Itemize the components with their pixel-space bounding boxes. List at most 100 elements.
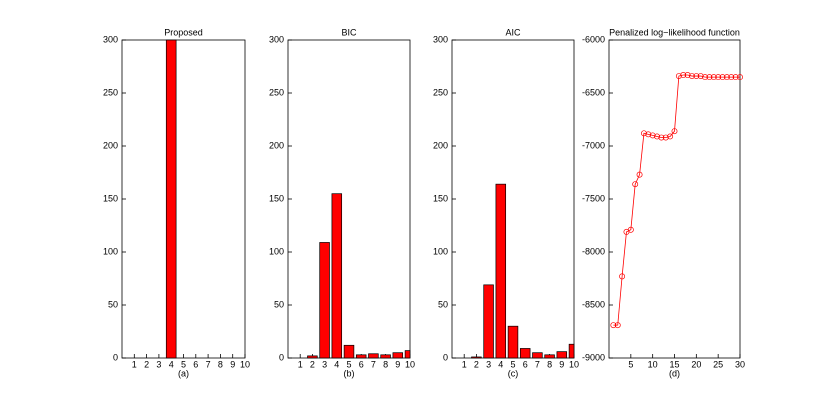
x-tick-label: 3 xyxy=(156,359,161,369)
bar xyxy=(307,355,318,359)
x-tick-label: 2 xyxy=(474,359,479,369)
y-tick-label: 50 xyxy=(274,299,284,309)
y-tick-label: 250 xyxy=(103,87,118,97)
y-tick-label: 250 xyxy=(269,87,284,97)
x-tick-label: 5 xyxy=(510,359,515,369)
bar xyxy=(319,242,330,359)
axes-box xyxy=(608,39,741,359)
marker xyxy=(728,74,735,81)
marker xyxy=(645,131,652,138)
x-tick-label: 10 xyxy=(648,359,658,369)
bar xyxy=(495,183,507,359)
x-tick-label: 7 xyxy=(206,359,211,369)
marker xyxy=(702,74,709,81)
bar xyxy=(343,344,355,359)
y-tick-label: 0 xyxy=(113,352,118,362)
x-tick-label: 20 xyxy=(691,359,701,369)
bar xyxy=(519,348,531,359)
x-tick-label: 10 xyxy=(569,359,579,369)
y-tick-label: -6000 xyxy=(582,34,605,44)
bar xyxy=(544,354,555,359)
bar xyxy=(380,354,391,359)
marker xyxy=(640,130,647,137)
y-tick-label: 50 xyxy=(108,299,118,309)
y-tick-label: -8000 xyxy=(582,246,605,256)
bar xyxy=(568,343,575,359)
x-tick-label: 4 xyxy=(169,359,174,369)
x-tick-label: 7 xyxy=(371,359,376,369)
y-tick-label: 150 xyxy=(103,193,118,203)
marker xyxy=(636,171,643,178)
bar xyxy=(556,351,568,359)
x-tick-label: 10 xyxy=(240,359,250,369)
marker xyxy=(710,74,717,81)
y-tick-label: -7000 xyxy=(582,140,605,150)
marker xyxy=(610,322,617,329)
y-tick-label: 0 xyxy=(279,352,284,362)
bar xyxy=(355,354,367,359)
marker xyxy=(689,73,695,79)
y-tick-label: 0 xyxy=(443,352,448,362)
y-tick-label: -9000 xyxy=(582,352,605,362)
marker xyxy=(737,74,743,81)
y-tick-label: -8500 xyxy=(582,299,605,309)
bar xyxy=(404,350,411,359)
marker xyxy=(662,134,669,141)
marker xyxy=(693,73,700,79)
marker xyxy=(675,73,682,79)
x-tick-label: 10 xyxy=(405,359,415,369)
x-axis-label: (d) xyxy=(669,368,680,378)
x-tick-label: 5 xyxy=(181,359,186,369)
x-tick-label: 9 xyxy=(559,359,564,369)
x-tick-label: 6 xyxy=(523,359,528,369)
marker xyxy=(627,226,634,233)
line xyxy=(613,74,740,326)
x-tick-label: 5 xyxy=(346,359,351,369)
x-tick-label: 4 xyxy=(498,359,503,369)
x-tick-label: 2 xyxy=(144,359,149,369)
x-tick-label: 25 xyxy=(713,359,723,369)
y-tick-label: 100 xyxy=(433,246,448,256)
x-tick-label: 30 xyxy=(735,359,745,369)
marker xyxy=(719,74,726,81)
chart-title: BIC xyxy=(341,27,357,37)
x-tick-label: 1 xyxy=(298,359,303,369)
y-tick-label: -6500 xyxy=(582,87,605,97)
y-tick-label: 200 xyxy=(433,140,448,150)
x-tick-label: 1 xyxy=(462,359,467,369)
x-tick-label: 3 xyxy=(486,359,491,369)
marker xyxy=(649,132,656,139)
marker xyxy=(684,72,691,78)
marker xyxy=(667,133,674,140)
bar xyxy=(368,353,379,359)
x-tick-label: 3 xyxy=(322,359,327,369)
x-tick-label: 15 xyxy=(669,359,679,369)
axes-box xyxy=(287,39,411,359)
y-tick-label: 300 xyxy=(269,34,284,44)
y-tick-label: 150 xyxy=(433,193,448,203)
marker xyxy=(723,74,730,81)
bar xyxy=(471,356,482,359)
y-tick-label: 100 xyxy=(269,246,284,256)
marker xyxy=(680,72,687,78)
chart-title: Penalized log−likelihood function xyxy=(609,27,740,37)
x-tick-label: 9 xyxy=(230,359,235,369)
x-tick-label: 8 xyxy=(547,359,552,369)
marker xyxy=(715,74,722,81)
y-tick-label: 250 xyxy=(433,87,448,97)
marker xyxy=(732,74,739,81)
y-tick-label: 50 xyxy=(438,299,448,309)
y-tick-label: 300 xyxy=(103,34,118,44)
chart-title: AIC xyxy=(505,27,521,37)
y-tick-label: 150 xyxy=(269,193,284,203)
x-axis-label: (c) xyxy=(508,368,519,378)
x-axis-label: (b) xyxy=(344,368,355,378)
bar xyxy=(507,325,519,359)
x-tick-label: 8 xyxy=(383,359,388,369)
bar xyxy=(392,352,404,359)
bar xyxy=(483,284,494,359)
marker xyxy=(658,134,665,141)
y-tick-label: 300 xyxy=(433,34,448,44)
y-tick-label: 200 xyxy=(269,140,284,150)
